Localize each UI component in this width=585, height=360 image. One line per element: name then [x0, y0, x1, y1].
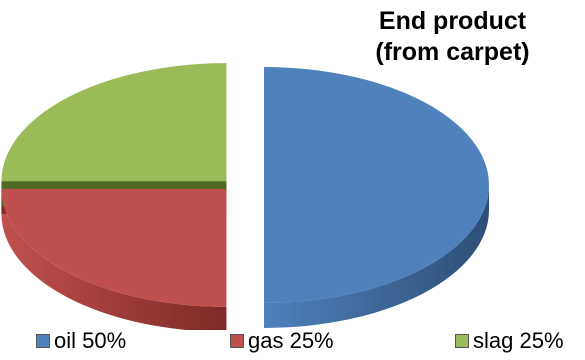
chart-title-line-2: (from carpet) — [375, 38, 530, 66]
legend-item-gas: gas 25% — [230, 328, 334, 354]
pie-slice-gas — [1, 188, 227, 307]
legend-swatch-oil — [36, 334, 50, 348]
legend-label-gas: gas 25% — [248, 328, 334, 353]
legend-swatch-gas — [230, 334, 244, 348]
legend-swatch-slag — [455, 334, 469, 348]
pie-slice-slag — [1, 63, 227, 182]
chart-title: End product (from carpet) — [330, 6, 575, 68]
legend-label-oil: oil 50% — [54, 328, 127, 353]
pie-side-gas — [1, 188, 227, 330]
legend: oil 50% gas 25% slag 25% — [0, 328, 585, 354]
pie-chart — [1, 63, 489, 330]
pie-side-oil — [264, 185, 489, 328]
legend-item-slag: slag 25% — [455, 328, 564, 354]
legend-label-slag: slag 25% — [473, 328, 564, 353]
pie-slice-oil — [264, 67, 489, 303]
legend-item-oil: oil 50% — [36, 328, 126, 354]
chart-title-line-1: End product — [378, 7, 527, 35]
